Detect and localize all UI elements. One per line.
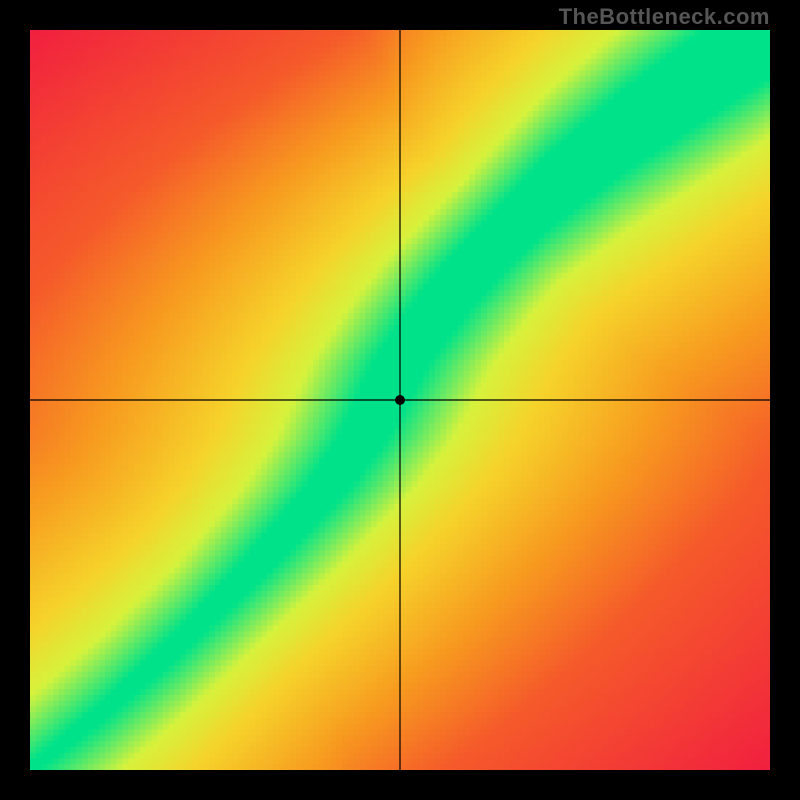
data-point-marker (395, 395, 405, 405)
watermark-text: TheBottleneck.com (559, 4, 770, 30)
heatmap-plot (30, 30, 770, 770)
chart-frame: TheBottleneck.com (0, 0, 800, 800)
